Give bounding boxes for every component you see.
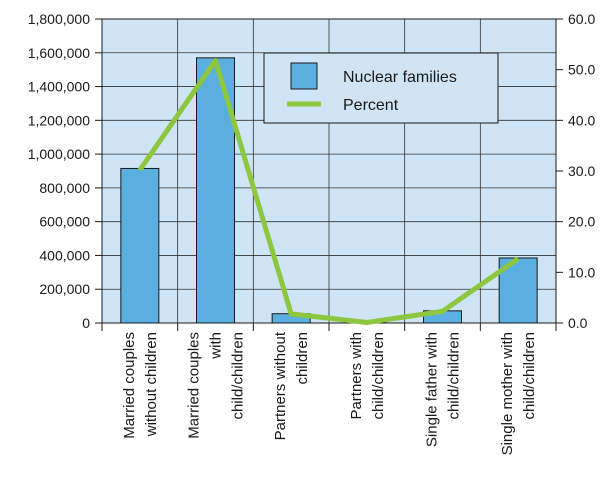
right-tick-label: 20.0 <box>568 214 595 230</box>
left-tick-label: 200,000 <box>39 281 90 297</box>
left-tick-label: 1,000,000 <box>28 146 90 162</box>
right-tick-label: 30.0 <box>568 163 595 179</box>
right-tick-label: 60.0 <box>568 11 595 27</box>
category-label: Single father with child/children <box>424 332 463 447</box>
right-tick-label: 10.0 <box>568 264 595 280</box>
left-tick-label: 400,000 <box>39 247 90 263</box>
percent-line <box>137 58 520 325</box>
left-axis: 0 200,000 400,000 600,000 800,000 1,000,000 1,… <box>28 11 102 331</box>
right-tick-label: 40.0 <box>568 112 595 128</box>
category-label: Married couples without children <box>121 332 160 439</box>
right-axis: 0.0 10.0 20.0 30.0 40.0 50.0 60.0 <box>556 11 595 331</box>
left-tick-label: 1,800,000 <box>28 11 90 27</box>
left-tick-label: 1,400,000 <box>28 79 90 95</box>
category-label: Married couples with child/children <box>186 332 247 439</box>
x-axis: Married couples without children Married c… <box>101 323 557 455</box>
legend-swatch-nuclear-families <box>290 62 318 90</box>
legend: Nuclear families Percent <box>263 52 499 124</box>
left-tick-label: 0 <box>82 315 90 331</box>
legend-label-percent: Percent <box>343 97 399 114</box>
right-tick-label: 0.0 <box>568 315 588 331</box>
left-tick-label: 1,200,000 <box>28 112 90 128</box>
left-tick-label: 800,000 <box>39 180 90 196</box>
category-label: Single mother with child/children <box>499 332 538 455</box>
left-tick-label: 600,000 <box>39 214 90 230</box>
bar <box>120 167 160 324</box>
line-series <box>137 58 520 325</box>
category-label: Partners without children <box>272 331 311 440</box>
right-tick-label: 50.0 <box>568 62 595 78</box>
category-label: Partners with child/children <box>348 332 387 420</box>
left-tick-label: 1,600,000 <box>28 45 90 61</box>
legend-label-nuclear-families: Nuclear families <box>343 69 457 86</box>
